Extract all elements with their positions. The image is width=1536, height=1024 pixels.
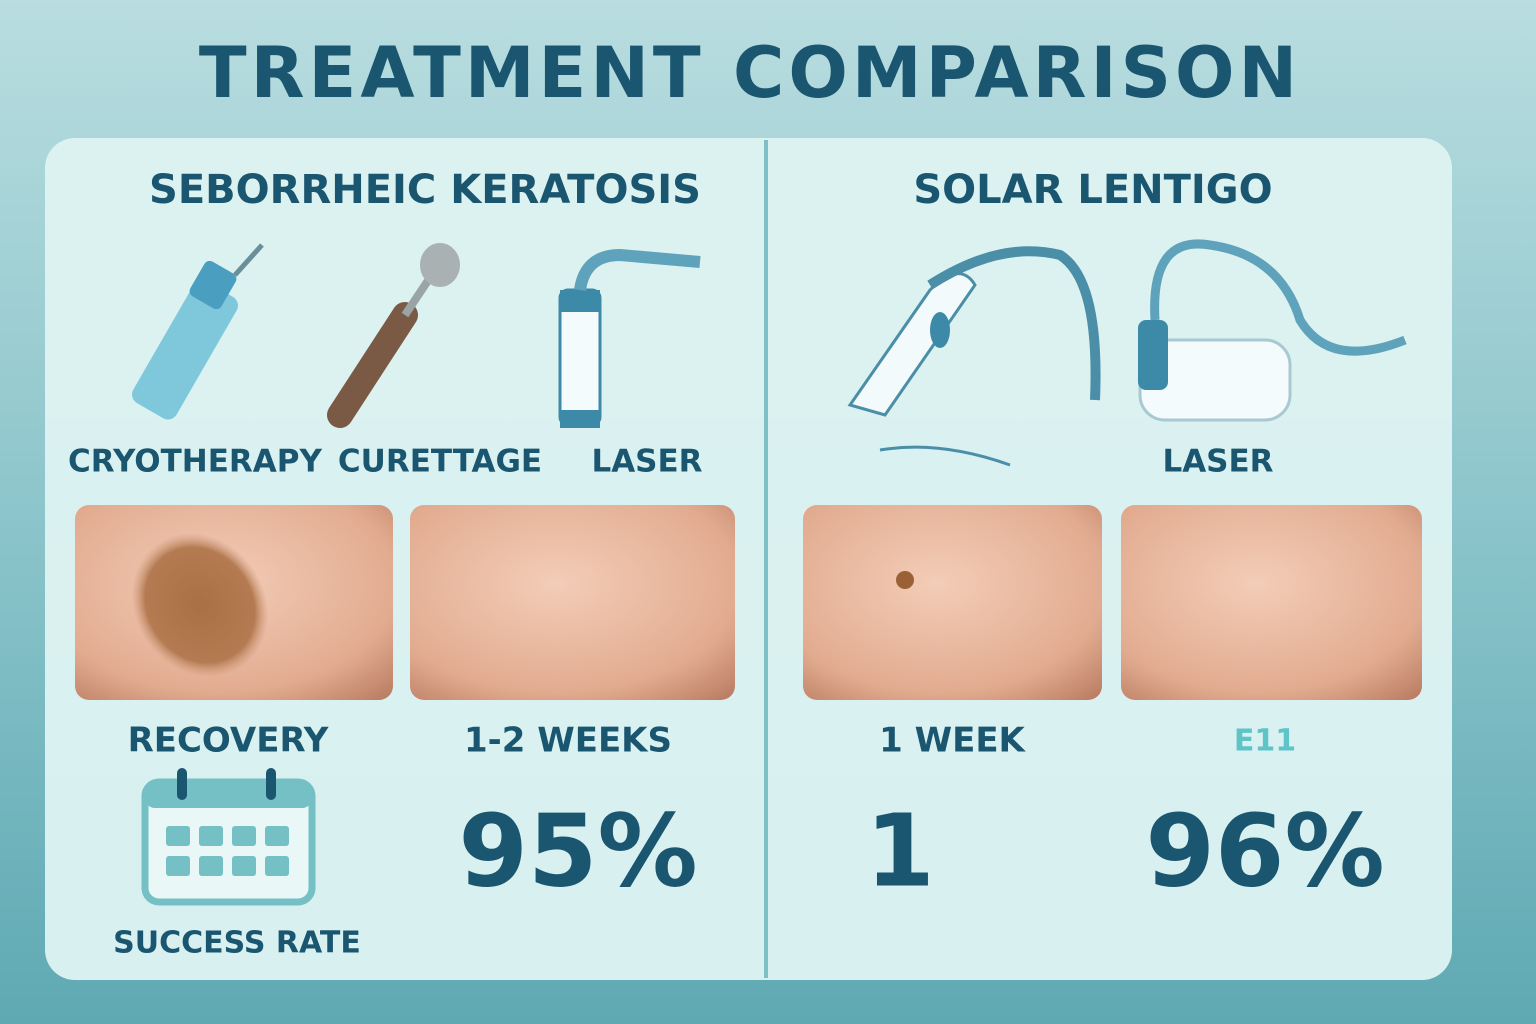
recovery-time: 1 WEEK <box>879 721 1026 761</box>
badge: E11 <box>1234 724 1296 759</box>
treatment-label: CURETTAGE <box>338 444 542 480</box>
success-rate: 95% <box>458 792 697 909</box>
success-rate: 96% <box>1145 792 1384 909</box>
after-photo <box>1121 505 1422 700</box>
laser-icon <box>558 248 701 428</box>
recovery-time: 1-2 WEEKS <box>464 721 672 761</box>
heading: SEBORRHEIC KERATOSIS <box>149 167 701 213</box>
handpiece-icon <box>847 246 1101 467</box>
title: TREATMENT COMPARISON <box>199 32 1301 114</box>
treatment-label: LASER <box>1162 444 1273 480</box>
lesion <box>896 571 914 589</box>
before-photo <box>803 505 1102 700</box>
after-photo <box>410 505 735 700</box>
recovery-label: RECOVERY <box>128 721 329 761</box>
machine-icon <box>1138 239 1407 422</box>
calendar-icon <box>141 768 316 906</box>
success-label: SUCCESS RATE <box>113 926 361 961</box>
curette-icon <box>327 243 460 428</box>
value: 1 <box>865 792 935 909</box>
cryo-icon <box>132 243 264 420</box>
treatment-label: LASER <box>591 444 702 480</box>
lesion <box>131 533 269 677</box>
heading: SOLAR LENTIGO <box>913 167 1272 213</box>
treatment-label: CRYOTHERAPY <box>68 444 322 480</box>
